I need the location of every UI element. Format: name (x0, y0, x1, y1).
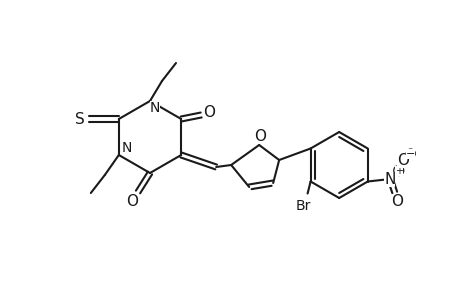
Text: S: S (75, 112, 84, 127)
Text: +: + (394, 166, 402, 176)
Text: −: − (405, 148, 414, 158)
Text: N: N (383, 172, 395, 187)
Text: Br: Br (295, 199, 311, 212)
Text: O: O (126, 194, 138, 208)
Text: N: N (121, 141, 132, 155)
Text: O: O (390, 194, 402, 209)
Text: O: O (203, 104, 215, 119)
Text: N: N (150, 101, 160, 115)
Text: O: O (254, 128, 266, 143)
Text: O: O (396, 153, 408, 168)
